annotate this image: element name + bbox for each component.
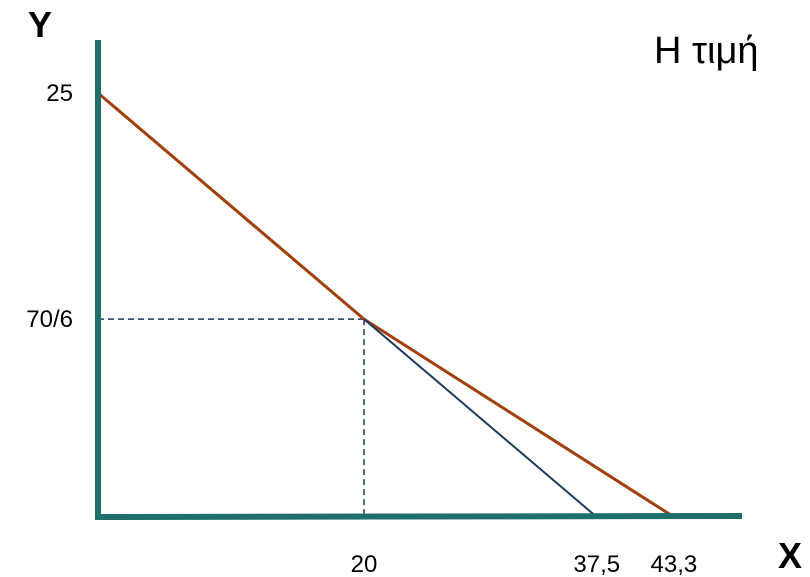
tick-labels: 20 37,5 43,3 25 70/6 (26, 80, 697, 577)
x-tick-label-2: 37,5 (573, 551, 620, 577)
chart-title: Η τιμή (654, 30, 758, 72)
series-line-1 (97, 91, 675, 519)
y-tick-label-1: 25 (46, 80, 73, 107)
reference-lines (98, 318, 365, 517)
x-tick-label-3: 43,3 (651, 551, 698, 577)
x-axis (94, 513, 743, 520)
x-axis-label: X (778, 535, 802, 576)
x-tick-label-1: 20 (351, 551, 378, 577)
y-tick-label-2: 70/6 (26, 306, 73, 333)
y-axis-label: Y (28, 4, 52, 45)
series-lines (97, 91, 675, 519)
series-line-2 (363, 318, 598, 518)
